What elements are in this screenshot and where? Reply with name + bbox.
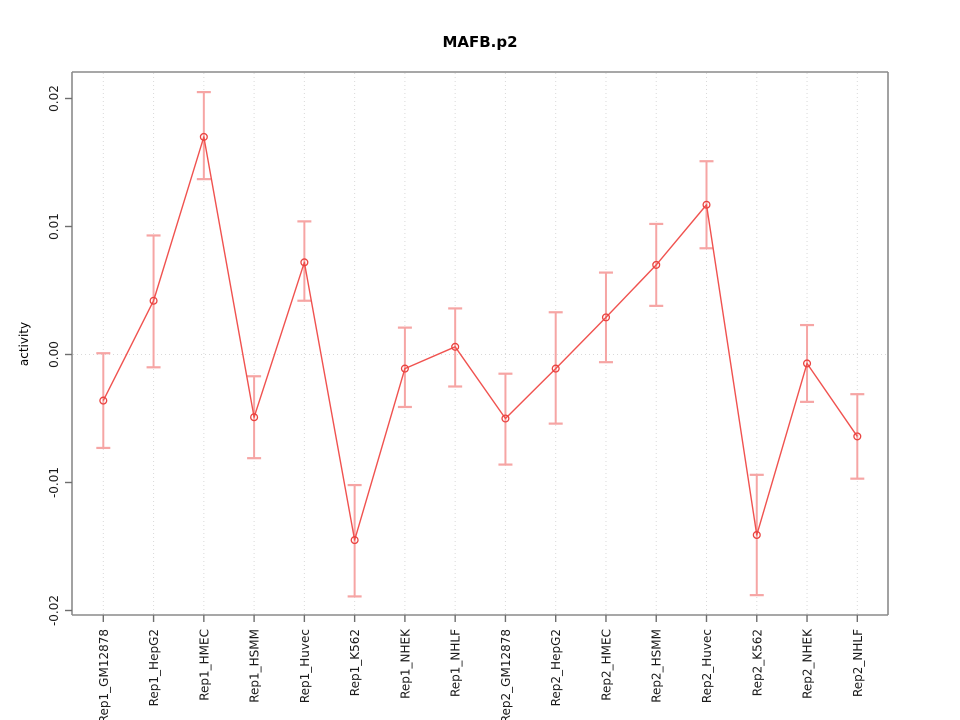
y-tick-label: 0.00	[47, 341, 61, 368]
data-point	[149, 296, 158, 305]
y-tick-label: 0.02	[47, 85, 61, 112]
x-tick-label: Rep2_NHLF	[851, 629, 865, 697]
x-tick-label: Rep2_HSMM	[650, 629, 664, 703]
y-tick-label: -0.02	[47, 595, 61, 626]
y-tick-label: 0.01	[47, 213, 61, 240]
x-tick-label: Rep2_HMEC	[599, 629, 613, 701]
x-tick-label: Rep1_HepG2	[147, 629, 161, 706]
data-point	[551, 364, 560, 373]
data-point	[702, 200, 711, 209]
data-point	[350, 536, 359, 545]
x-tick-label: Rep2_K562	[750, 629, 764, 696]
data-point	[501, 414, 510, 423]
chart-title: MAFB.p2	[442, 33, 518, 51]
data-point	[652, 260, 661, 269]
x-tick-label: Rep1_Huvec	[298, 629, 312, 703]
data-point	[601, 313, 611, 322]
y-tick-label: -0.01	[47, 467, 61, 498]
x-tick-label: Rep1_HMEC	[197, 629, 211, 701]
x-tick-label: Rep1_NHLF	[449, 629, 463, 697]
x-tick-label: Rep1_NHEK	[398, 628, 412, 699]
x-tick-label: Rep2_Huvec	[700, 629, 714, 703]
x-tick-label: Rep1_K562	[348, 629, 362, 696]
data-point	[300, 258, 309, 267]
data-point	[199, 132, 208, 141]
data-point	[752, 530, 761, 540]
x-tick-label: Rep1_HSMM	[248, 629, 262, 703]
data-point	[250, 413, 259, 422]
series-line	[102, 136, 858, 541]
x-tick-label: Rep2_GM12878	[499, 629, 513, 720]
x-tick-label: Rep1_GM12878	[97, 629, 111, 720]
data-point	[853, 432, 862, 441]
data-point	[99, 396, 108, 405]
data-point	[802, 359, 812, 368]
data-point	[400, 364, 409, 373]
x-tick-label: Rep2_NHEK	[801, 628, 815, 699]
x-tick-label: Rep2_HepG2	[549, 629, 563, 706]
data-point	[451, 342, 460, 351]
